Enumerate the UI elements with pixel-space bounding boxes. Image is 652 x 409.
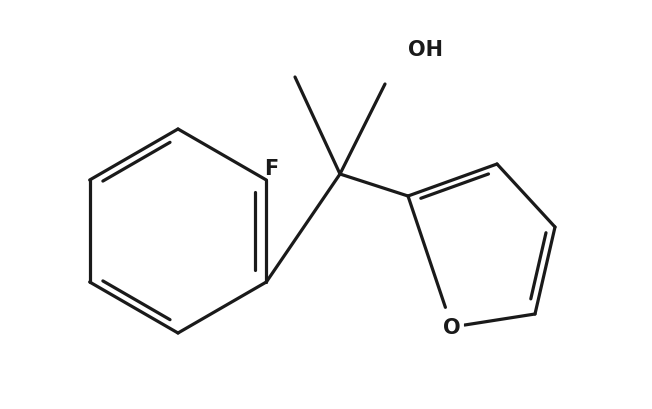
Text: O: O	[443, 317, 461, 337]
Text: F: F	[264, 159, 278, 179]
Text: OH: OH	[408, 40, 443, 60]
